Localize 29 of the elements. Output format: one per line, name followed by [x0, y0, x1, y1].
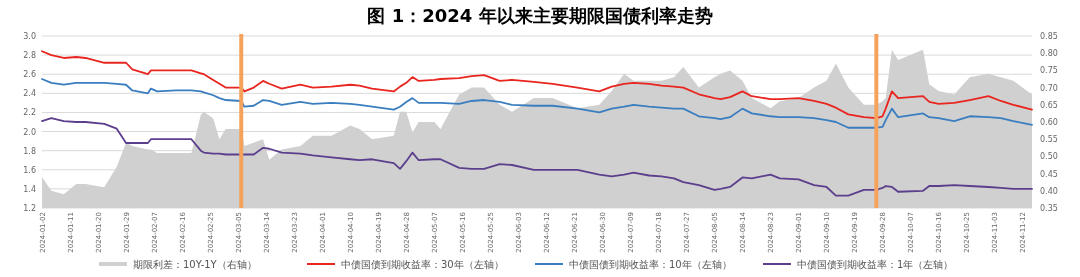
legend-label: 中债国债到期收益率：10年（左轴） [569, 259, 732, 270]
y2-tick-label: 0.65 [1040, 100, 1058, 110]
chart-title: 图 1：2024 年以来主要期限国债利率走势 [367, 5, 713, 26]
y-tick-label: 1.2 [23, 204, 36, 213]
line-series [41, 78, 1033, 129]
legend-label: 中债国债到期收益率：1年（左轴） [797, 259, 954, 270]
y2-tick-label: 0.45 [1040, 169, 1058, 179]
y2-tick-label: 0.40 [1040, 186, 1058, 196]
y2-tick-label: 0.70 [1040, 83, 1058, 93]
legend-label: 期限利差：10Y-1Y（右轴） [133, 259, 257, 270]
legend-label: 中债国债到期收益率：30年（左轴） [341, 259, 504, 270]
line-series [41, 117, 1033, 197]
y2-tick-label: 0.75 [1040, 66, 1058, 76]
y2-tick-label: 0.85 [1040, 32, 1058, 41]
y-tick-label: 2.2 [23, 108, 36, 118]
y2-tick-label: 0.50 [1040, 152, 1058, 162]
line-series [41, 50, 1033, 120]
y-tick-label: 3.0 [23, 32, 36, 41]
y2-tick-label: 0.55 [1040, 135, 1058, 145]
y-tick-label: 2.6 [23, 70, 36, 80]
y-tick-label: 1.8 [23, 146, 36, 156]
y-tick-label: 1.6 [23, 165, 36, 175]
y-tick-label: 2.0 [23, 127, 36, 137]
y2-tick-label: 0.60 [1040, 118, 1058, 127]
y-tick-label: 1.4 [23, 184, 36, 194]
y2-tick-label: 0.35 [1040, 204, 1058, 213]
y2-tick-label: 0.80 [1040, 49, 1058, 59]
y-tick-label: 2.8 [23, 51, 36, 61]
y-tick-label: 2.4 [23, 89, 36, 99]
